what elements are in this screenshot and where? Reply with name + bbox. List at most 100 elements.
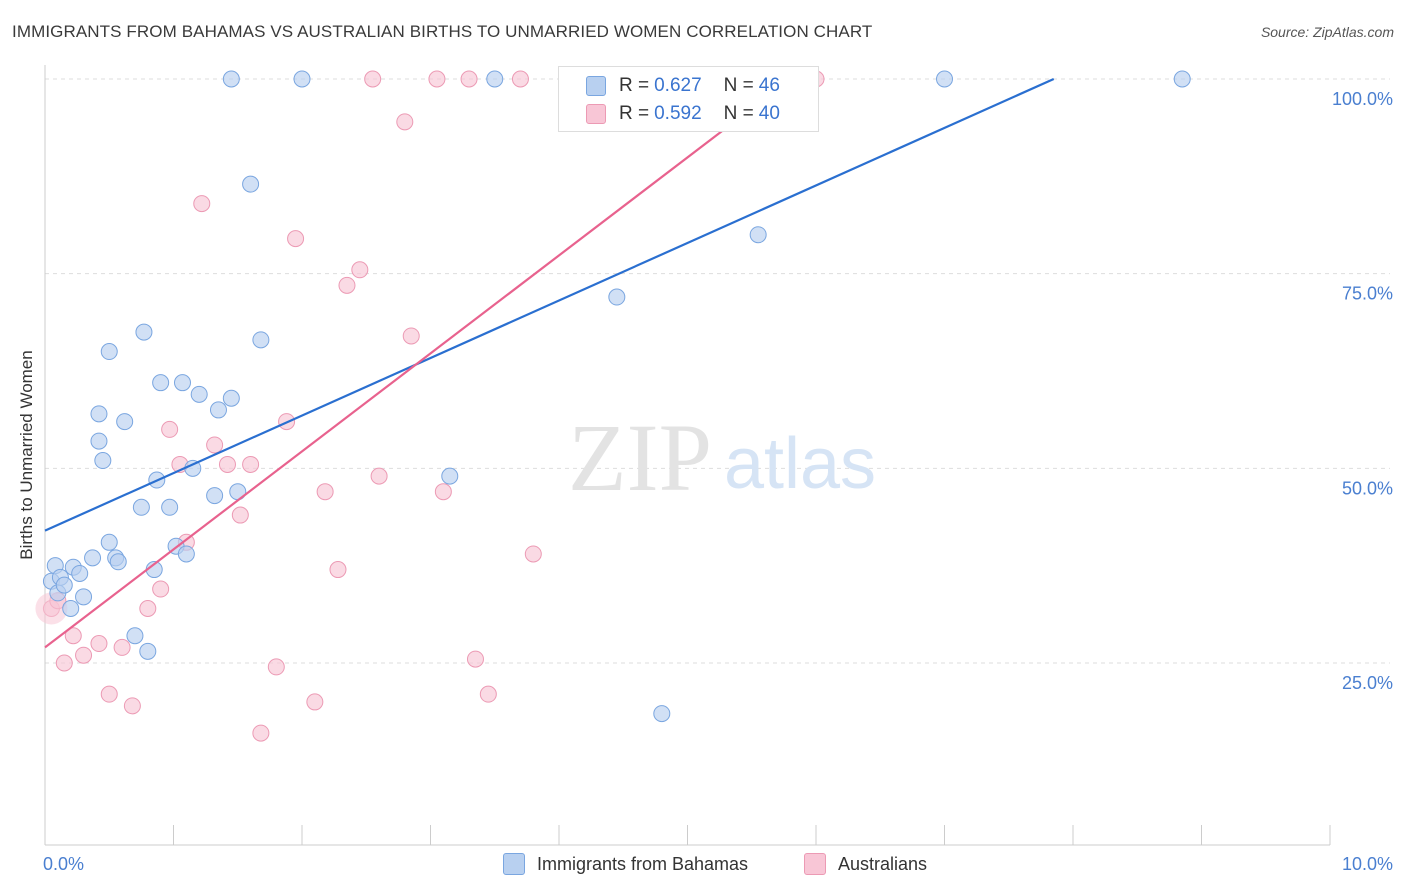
watermark: ZIP atlas [568, 404, 876, 511]
y-tick-label: 25.0% [1342, 673, 1393, 693]
bahamas-point [749, 226, 767, 244]
bahamas-point [293, 70, 311, 88]
australians-point [434, 483, 452, 501]
bahamas-point [206, 487, 224, 505]
legend-swatch-bahamas [586, 76, 606, 96]
bahamas-point [441, 467, 459, 485]
legend-r-value: 0.592 [654, 103, 702, 124]
australians-point [231, 506, 249, 524]
australians-point [338, 276, 356, 294]
bahamas-point [486, 70, 504, 88]
bahamas-point [71, 564, 89, 582]
bottom-legend-label-bahamas: Immigrants from Bahamas [537, 853, 749, 874]
australians-point [152, 580, 170, 598]
bahamas-point [116, 413, 134, 431]
legend-n-label: N = [723, 103, 754, 124]
bottom-legend-swatch-bahamas [503, 853, 525, 875]
legend-r-value: 0.627 [654, 75, 702, 96]
australians-point [218, 455, 236, 473]
bahamas-point [209, 401, 227, 419]
bahamas-point [222, 389, 240, 407]
australians-point [351, 261, 369, 279]
bahamas-point [190, 385, 208, 403]
y-axis-label: Births to Unmarried Women [17, 350, 36, 559]
bahamas-point [90, 432, 108, 450]
australians-point [75, 646, 93, 664]
legend-swatch-australians [586, 104, 606, 124]
bahamas-point [222, 70, 240, 88]
bottom-legend-swatch-australians [804, 853, 826, 875]
legend-row-bahamas: R = 0.627 N = 46 [586, 73, 780, 99]
legend-r-label: R = [619, 75, 650, 96]
x-tick-label: 0.0% [43, 854, 84, 874]
legend-n-value: 40 [758, 103, 780, 124]
bahamas-point [90, 405, 108, 423]
x-tick-label: 10.0% [1342, 854, 1393, 874]
bahamas-point [94, 452, 112, 470]
australians-point [370, 467, 388, 485]
y-tick-labels: 25.0% 50.0% 75.0% 100.0% [1332, 89, 1393, 693]
source-credit: Source: ZipAtlas.com [1260, 24, 1394, 40]
bottom-legend-australians[interactable]: Australians [804, 852, 927, 876]
bahamas-point [55, 576, 73, 594]
legend-n-label: N = [723, 75, 754, 96]
australians-point [460, 70, 478, 88]
gridlines [45, 78, 1390, 664]
australians-point [329, 561, 347, 579]
axes [44, 65, 1331, 846]
bahamas-point [252, 331, 270, 349]
bahamas-point [100, 533, 118, 551]
australians-point [306, 693, 324, 711]
australians-point [90, 635, 108, 653]
y-tick-label: 75.0% [1342, 284, 1393, 304]
legend-n-value: 46 [758, 75, 780, 96]
bahamas-point [109, 553, 127, 571]
bahamas-point [161, 498, 179, 516]
bahamas-point [139, 642, 157, 660]
bottom-legend-bahamas[interactable]: Immigrants from Bahamas [503, 852, 748, 876]
bahamas-point [126, 627, 144, 645]
y-tick-label: 50.0% [1342, 478, 1393, 498]
bahamas-point [608, 288, 626, 306]
australians-point [402, 327, 420, 345]
chart-title: IMMIGRANTS FROM BAHAMAS VS AUSTRALIAN BI… [12, 22, 873, 41]
australians-point [161, 420, 179, 438]
bahamas-point [135, 323, 153, 341]
australians-point [64, 627, 82, 645]
australians-point [511, 70, 529, 88]
bahamas-point [1173, 70, 1191, 88]
trend-lines [44, 77, 1055, 649]
bahamas-point [152, 374, 170, 392]
australians-point [113, 638, 131, 656]
australians-point [100, 685, 118, 703]
australians-point [428, 70, 446, 88]
y-tick-label: 100.0% [1332, 89, 1393, 109]
bahamas-point [936, 70, 953, 88]
bahamas-point [75, 588, 93, 606]
australians-point [287, 230, 305, 248]
australians-point [524, 545, 542, 563]
australians-point [267, 658, 285, 676]
bottom-legend-label-australians: Australians [838, 853, 928, 874]
australians-point [55, 654, 73, 672]
bahamas-trend-line [44, 77, 1055, 532]
australians-point [206, 436, 224, 454]
bahamas-point [653, 705, 671, 723]
australians-point [466, 650, 484, 668]
bahamas-point [132, 498, 150, 516]
bahamas-point [173, 374, 191, 392]
bahamas-point [84, 549, 102, 567]
australians-point [364, 70, 382, 88]
bahamas-point [62, 599, 80, 617]
bahamas-point [100, 343, 118, 361]
bahamas-point [177, 545, 195, 563]
x-tick-labels: 0.0% 10.0% [43, 854, 1393, 874]
watermark-atlas: atlas [724, 424, 876, 504]
australians-point [396, 113, 414, 131]
australians-point [193, 195, 211, 213]
australians-trend-line [44, 78, 791, 649]
australians-point [139, 599, 157, 617]
australians-point [316, 483, 334, 501]
legend-r-label: R = [619, 103, 650, 124]
